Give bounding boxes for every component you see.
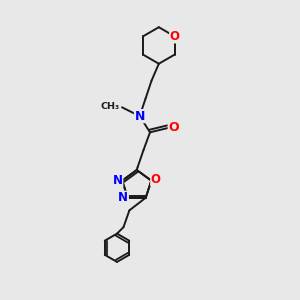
Text: CH₃: CH₃: [100, 102, 120, 111]
Text: N: N: [118, 191, 128, 204]
Text: O: O: [168, 122, 179, 134]
Text: O: O: [151, 172, 161, 186]
Text: N: N: [113, 174, 123, 187]
Text: N: N: [134, 110, 145, 123]
Text: O: O: [169, 30, 180, 43]
